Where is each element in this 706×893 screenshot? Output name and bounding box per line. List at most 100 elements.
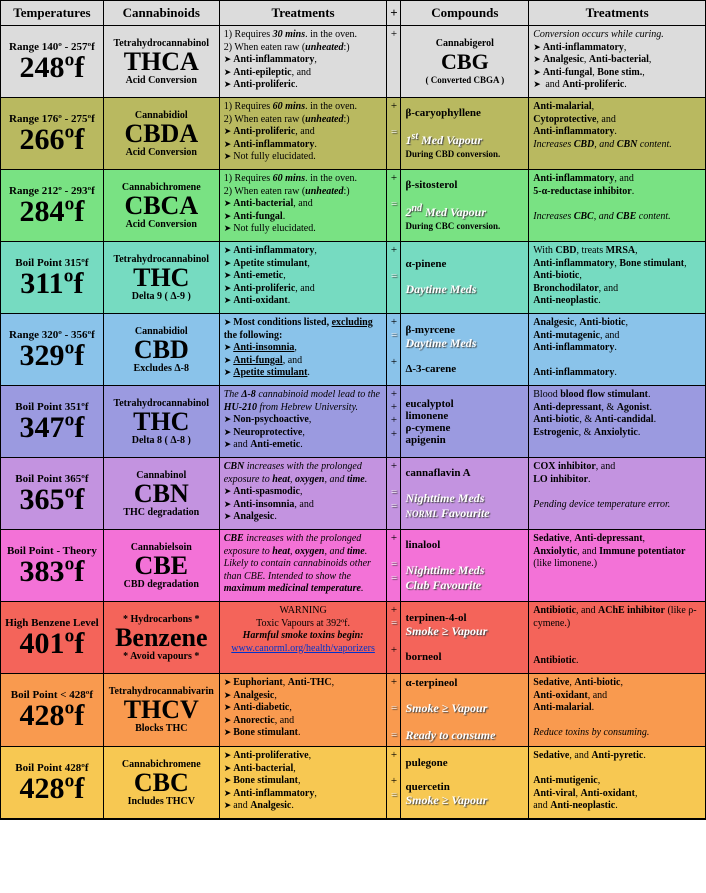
table-row: Range 176º - 275ºf266ºfCannabidiolCBDAAc… xyxy=(1,98,705,170)
plus-cell: += + xyxy=(387,602,401,673)
temperature-cell: Boil Point 428ºf428ºf xyxy=(1,747,104,818)
compound-item: terpinen-4-ol xyxy=(405,612,524,624)
hdr-treat2: Treatments xyxy=(529,1,705,25)
treatment-item: 2) When eaten raw (unheated:) xyxy=(224,186,383,199)
compound-item: borneol xyxy=(405,651,524,663)
table-row: Boil Point 365ºf365ºfCannabinolCBNTHC de… xyxy=(1,458,705,530)
equals-icon: = xyxy=(388,486,399,499)
treatments-cell: CBN increases with the prolonged exposur… xyxy=(220,458,388,529)
compound-item xyxy=(405,191,524,203)
compound-item: 2nd Med Vapour xyxy=(405,203,524,220)
plus-cell: + = xyxy=(387,242,401,313)
treatment2-item: Anti-malarial, xyxy=(533,101,701,114)
table-row: Boil Point 428ºf428ºfCannabichromeneCBCI… xyxy=(1,747,705,819)
treatment-item: Anti-inflammatory, xyxy=(224,788,383,801)
temp-value: 284ºf xyxy=(5,197,99,227)
treatment-item: CBN increases with the prolonged exposur… xyxy=(224,461,383,486)
treatment-item: 2) When eaten raw (unheated:) xyxy=(224,42,383,55)
treatment2-item: Anti-inflammatory, xyxy=(533,42,701,55)
treatments-cell: WARNINGToxic Vapours at 392ºf.Harmful sm… xyxy=(220,602,388,673)
treatment2-item: Increases CBC, and CBE content. xyxy=(533,211,701,224)
treatment-item: Anti-proliferic, and xyxy=(224,126,383,139)
plus-icon: + xyxy=(388,775,399,788)
treatment2-item: Pending device temperature error. xyxy=(533,499,701,512)
table-row: Boil Point - Theory383ºfCannabielsoinCBE… xyxy=(1,530,705,602)
treatment2-item: Anti-inflammatory. xyxy=(533,342,701,355)
plus-icon: + xyxy=(388,401,399,414)
cannabinoid-cell: CannabidiolCBDExcludes Δ-8 xyxy=(104,314,220,385)
table-row: Range 320º - 356ºf329ºfCannabidiolCBDExc… xyxy=(1,314,705,386)
treatment-item: Bone stimulant. xyxy=(224,727,383,740)
hdr-cann: Cannabinoids xyxy=(104,1,220,25)
treatment-item: Anti-fungal, and xyxy=(224,355,383,368)
plus-icon: + xyxy=(388,532,399,545)
plus-icon: + xyxy=(388,749,399,762)
treatment2-item: Anti-mutagenic, and xyxy=(533,330,701,343)
treatment2-item: COX inhibitor, and xyxy=(533,461,701,474)
cann-abbrev: CBCA xyxy=(108,193,215,219)
table-row: Boil Point 315ºf311ºfTetrahydrocannabino… xyxy=(1,242,705,314)
hdr-temps: Temperatures xyxy=(1,1,104,25)
treatment2-item: Anti-inflammatory. xyxy=(533,367,701,380)
plus-icon xyxy=(388,716,399,729)
cann-sub: Includes THCV xyxy=(108,796,215,807)
plus-cell: + == xyxy=(387,458,401,529)
treatment2-item: Antibiotic, and AChE inhibitor (like ρ-c… xyxy=(533,605,701,630)
plus-icon: + xyxy=(388,244,399,257)
equals-icon: = xyxy=(388,572,399,585)
treatment2-item xyxy=(533,763,701,776)
compound-item: Smoke ≥ Vapour xyxy=(405,701,524,716)
treatment-item: Anti-epileptic, and xyxy=(224,67,383,80)
equals-icon: = xyxy=(388,558,399,571)
plus-icon xyxy=(388,342,399,355)
temperature-cell: Range 140º - 257ºf248ºf xyxy=(1,26,104,97)
treatment-item: Anti-insomnia, xyxy=(224,342,383,355)
equals-icon: = xyxy=(388,500,399,513)
cann-sub: Excludes Δ-8 xyxy=(108,363,215,374)
treatment2-item: Sedative, Anti-biotic, xyxy=(533,677,701,690)
compound-item: ρ-cymene xyxy=(405,422,524,434)
treatments2-cell: COX inhibitor, andLO inhibitor. Pending … xyxy=(529,458,705,529)
plus-icon xyxy=(388,545,399,558)
plus-icon: + xyxy=(388,316,399,329)
equals-icon: = xyxy=(388,789,399,802)
compound-item: quercetin xyxy=(405,781,524,793)
plus-cell: + = = xyxy=(387,674,401,746)
cann-abbrev: CBE xyxy=(108,553,215,579)
plus-icon: + xyxy=(388,460,399,473)
cann-abbrev: THC xyxy=(108,265,215,291)
treatments-cell: Anti-proliferative,Anti-bacterial,Bone s… xyxy=(220,747,388,818)
treatment2-item: Antibiotic. xyxy=(533,655,701,668)
treatment-item: Most conditions listed, excluding the fo… xyxy=(224,317,383,342)
compounds-cell: β-sitosterol 2nd Med VapourDuring CBC co… xyxy=(401,170,529,241)
cannabinoid-cell: CannabidiolCBDAAcid Conversion xyxy=(104,98,220,169)
compound-item xyxy=(405,689,524,701)
compounds-cell: β-myrceneDaytime Meds Δ-3-carene xyxy=(401,314,529,385)
treatments-cell: CBE increases with the prolonged exposur… xyxy=(220,530,388,601)
cannabinoid-cell: TetrahydrocannabivarinTHCVBlocks THC xyxy=(104,674,220,746)
treatment2-item: Sedative, Anti-depressant, xyxy=(533,533,701,546)
equals-icon: = xyxy=(388,702,399,715)
temp-value: 428ºf xyxy=(5,774,99,804)
table-row: Range 140º - 257ºf248ºfTetrahydrocannabi… xyxy=(1,26,705,98)
treatments2-cell: Analgesic, Anti-biotic,Anti-mutagenic, a… xyxy=(529,314,705,385)
hdr-plus: + xyxy=(387,1,401,25)
cann-sub: Acid Conversion xyxy=(108,147,215,158)
warning-link[interactable]: www.canorml.org/health/vaporizers xyxy=(231,643,375,654)
treatment2-item: Anti-biotic, & Anti-candidal. xyxy=(533,414,701,427)
temperature-cell: High Benzene Level401ºf xyxy=(1,602,104,673)
compound-item: β-sitosterol xyxy=(405,179,524,191)
treatment-item: 1) Requires 30 mins. in the oven. xyxy=(224,29,383,42)
temperature-cell: Boil Point 365ºf365ºf xyxy=(1,458,104,529)
treatment-item: The Δ-8 cannabinoid model lead to the HU… xyxy=(224,389,383,414)
plus-icon: + xyxy=(388,604,399,617)
equals-icon: = xyxy=(388,729,399,742)
compound-item: apigenin xyxy=(405,434,524,446)
compound-name: Cannabigerol xyxy=(405,38,524,49)
compound-item: Smoke ≥ Vapour xyxy=(405,624,524,639)
treatment2-item: Anti-oxidant, and xyxy=(533,690,701,703)
treatment-item: Anti-bacterial, xyxy=(224,763,383,776)
treatment2-item xyxy=(533,198,701,211)
treatment-item: Anti-inflammatory. xyxy=(224,139,383,152)
compound-item xyxy=(405,769,524,781)
